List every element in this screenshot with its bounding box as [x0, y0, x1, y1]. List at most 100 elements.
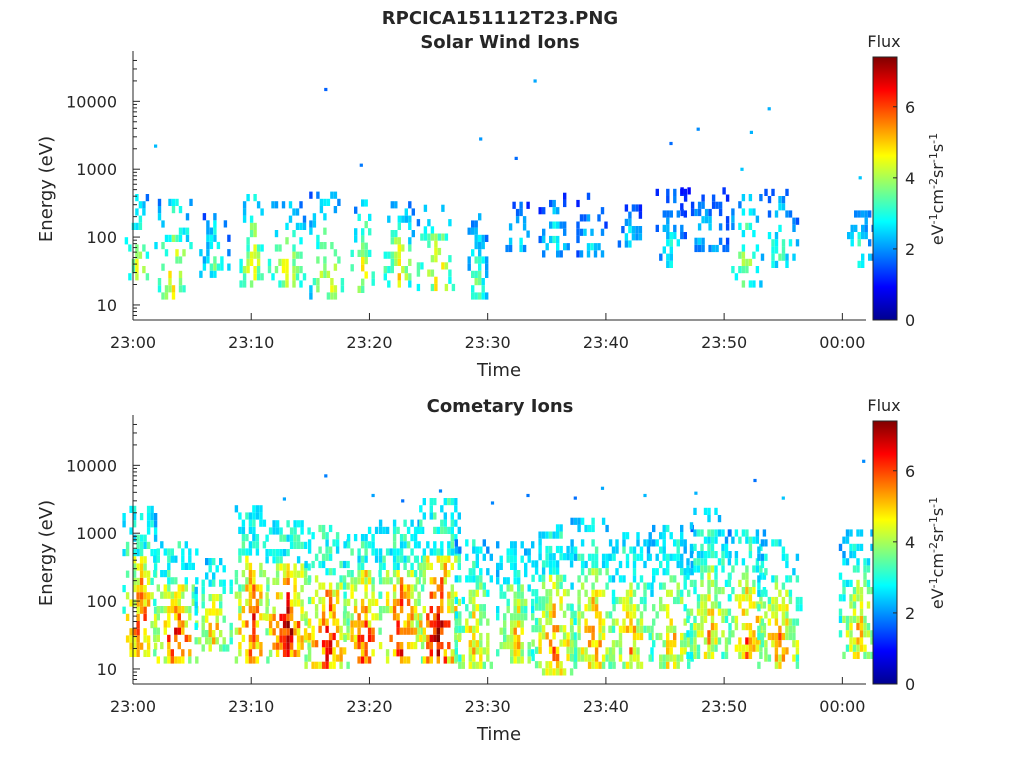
pixel [748, 536, 753, 544]
pixel [611, 546, 616, 554]
pixel [246, 251, 250, 259]
pixel [249, 251, 254, 259]
pixel [785, 560, 789, 569]
pixel [429, 562, 433, 570]
pixel [859, 644, 864, 652]
pixel [360, 620, 365, 628]
pixel [174, 656, 178, 664]
pixel [496, 577, 500, 585]
pixel [201, 586, 205, 594]
pixel [286, 635, 290, 643]
pixel [367, 606, 372, 614]
pixel [408, 215, 412, 223]
pixel [229, 586, 233, 594]
pixel [625, 604, 630, 612]
pixel [443, 649, 447, 657]
pixel [238, 649, 242, 657]
pixel [181, 584, 185, 592]
pixel [655, 539, 659, 547]
pixel [842, 615, 846, 623]
pixel [467, 263, 471, 271]
pixel [156, 555, 160, 563]
pixel [478, 263, 482, 271]
pixel [774, 582, 779, 590]
pixel [579, 250, 584, 258]
pixel [279, 527, 283, 535]
pixel [161, 292, 165, 300]
pixel [503, 634, 507, 642]
pixel [680, 524, 684, 533]
pixel [771, 260, 775, 268]
pixel [245, 620, 249, 628]
pixel [360, 541, 365, 549]
pixel [427, 219, 431, 227]
pixel [666, 210, 670, 218]
pixel [156, 613, 160, 621]
pixel [489, 661, 493, 669]
pixel [371, 591, 375, 599]
pixel [701, 244, 705, 253]
pixel [415, 526, 419, 534]
pixel [849, 630, 853, 638]
pixel [205, 615, 209, 623]
pixel [194, 594, 198, 602]
pixel [383, 273, 387, 281]
pixel [422, 570, 426, 578]
pixel [659, 560, 663, 569]
pixel [220, 256, 224, 264]
pixel [693, 558, 697, 566]
pixel [849, 594, 853, 602]
pixel [662, 210, 666, 218]
pixel [662, 640, 666, 648]
pixel [583, 228, 587, 236]
pixel [486, 546, 490, 554]
pixel [577, 654, 581, 662]
y-tick-label: 10 [97, 660, 117, 679]
pixel [279, 635, 283, 643]
pixel [541, 632, 546, 640]
pixel [555, 625, 560, 633]
pixel [721, 551, 725, 559]
pixel [752, 630, 756, 638]
pixel [774, 260, 779, 268]
pixel [503, 642, 507, 650]
pixel [519, 244, 523, 253]
pixel [364, 548, 368, 556]
pixel [419, 519, 423, 527]
pixel [406, 627, 411, 635]
pixel [573, 617, 577, 626]
pixel [296, 621, 301, 629]
pixel [209, 263, 214, 271]
pixel [325, 654, 329, 662]
pixel [868, 253, 872, 261]
pixel [748, 644, 753, 652]
pixel [842, 551, 846, 559]
pixel [314, 640, 319, 648]
pixel [563, 192, 567, 200]
pixel [184, 541, 188, 549]
pixel [304, 661, 308, 669]
pixel [286, 520, 290, 528]
pixel [420, 526, 425, 534]
pixel [145, 273, 150, 281]
pixel [863, 558, 867, 566]
pixel [433, 548, 437, 556]
pixel [182, 285, 186, 293]
pixel [696, 630, 701, 638]
pixel [771, 188, 775, 196]
pixel [265, 549, 269, 557]
pixel [781, 632, 786, 641]
pixel [410, 562, 414, 570]
pixel [252, 620, 256, 628]
pixel [570, 582, 574, 590]
pixel [542, 228, 546, 236]
pixel [132, 534, 137, 542]
pixel [485, 263, 489, 271]
pixel [368, 249, 372, 257]
pixel [321, 524, 326, 533]
burst-8 [416, 204, 456, 292]
pixel [342, 582, 347, 590]
pixel [143, 606, 147, 614]
pixel [396, 598, 400, 606]
pixel [482, 647, 486, 655]
